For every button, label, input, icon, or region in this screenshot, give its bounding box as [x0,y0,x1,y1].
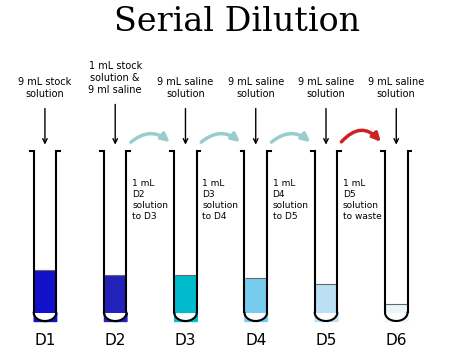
Text: 9 mL saline
solution: 9 mL saline solution [368,77,424,99]
Bar [385,304,408,313]
Text: D1: D1 [34,333,55,348]
Text: D6: D6 [385,333,407,348]
Text: D2: D2 [104,333,126,348]
Text: D4: D4 [245,333,266,348]
Text: 9 mL saline
solution: 9 mL saline solution [298,77,354,99]
Text: 1 mL
D5
solution
to waste: 1 mL D5 solution to waste [343,179,382,221]
Text: 1 mL
D2
solution
to D3: 1 mL D2 solution to D3 [132,179,168,221]
Bar [174,275,197,313]
Text: 1 mL
D4
solution
to D5: 1 mL D4 solution to D5 [273,179,309,221]
Bar [34,270,56,313]
Bar [315,284,337,313]
Text: Serial Dilution: Serial Dilution [114,6,360,38]
Text: D5: D5 [315,333,337,348]
Text: 1 mL
D3
solution
to D4: 1 mL D3 solution to D4 [202,179,238,221]
Text: 9 mL saline
solution: 9 mL saline solution [157,77,214,99]
Text: 9 mL stock
solution: 9 mL stock solution [18,77,72,99]
Text: 9 mL saline
solution: 9 mL saline solution [228,77,284,99]
Bar [245,278,267,313]
Bar [104,275,127,313]
Text: D3: D3 [175,333,196,348]
Text: 1 mL stock
solution &
9 ml saline: 1 mL stock solution & 9 ml saline [89,61,142,95]
